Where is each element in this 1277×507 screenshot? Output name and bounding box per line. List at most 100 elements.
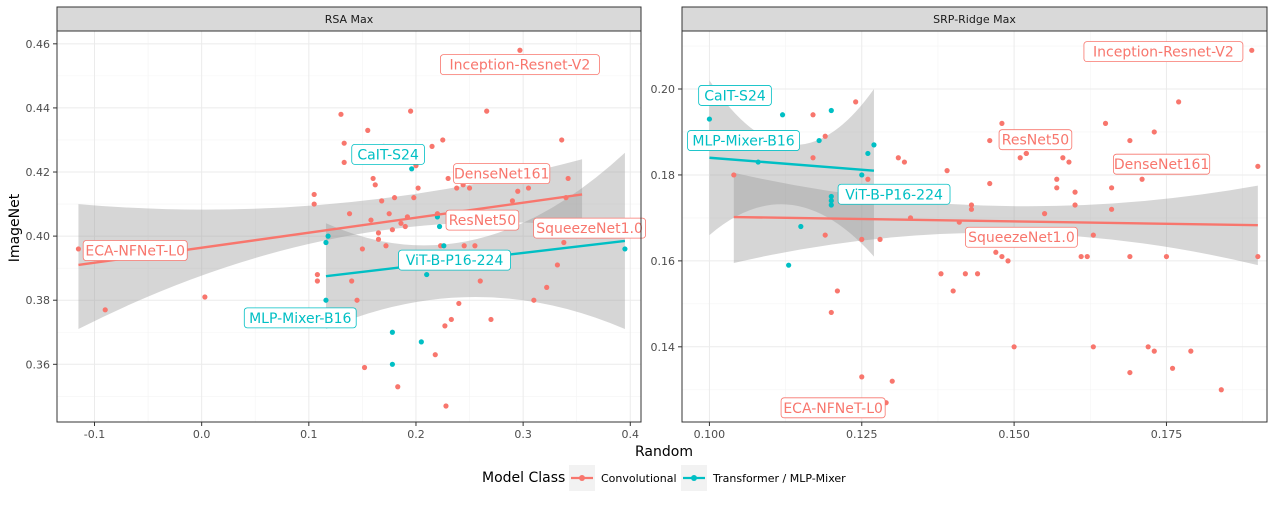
model-label-text: ViT-B-P16-224 (406, 253, 504, 269)
data-point (895, 155, 901, 161)
model-label-box (533, 217, 646, 239)
model-label: DenseNet161 (1113, 153, 1211, 175)
y-tick-label: 0.36 (26, 358, 51, 371)
data-point (323, 239, 329, 246)
data-point (544, 284, 550, 290)
data-point (442, 323, 448, 329)
data-point (354, 297, 360, 303)
data-point (323, 297, 329, 303)
data-point (375, 236, 382, 242)
data-point (1109, 185, 1115, 191)
model-label-box (440, 54, 600, 76)
data-point (1090, 344, 1096, 350)
data-point (1169, 365, 1176, 371)
data-point (531, 297, 537, 303)
data-point (375, 230, 382, 236)
data-point (1127, 253, 1133, 260)
y-axis-title: ImageNet (7, 193, 23, 262)
data-point (822, 133, 828, 139)
data-point (865, 150, 871, 157)
x-tick-label: 0.3 (514, 428, 532, 441)
facet-title: RSA Max (325, 13, 374, 26)
legend: Model Class Convolutional Transformer / … (482, 465, 846, 491)
confidence-ribbon-transformer (325, 152, 625, 330)
data-point (968, 202, 975, 208)
data-point (1084, 253, 1090, 260)
data-point (411, 195, 417, 201)
data-point (1072, 202, 1078, 208)
panel-2: SRP-Ridge Max Inception-Resnet-V2 ResNet50… (651, 6, 1268, 441)
x-tick-label: 0.150 (998, 428, 1030, 441)
model-label-box (398, 249, 511, 271)
data-point (361, 364, 368, 371)
data-point (1151, 348, 1157, 354)
y-tick-label: 0.18 (651, 169, 676, 182)
data-point (706, 116, 713, 122)
model-label: CaIT-S24 (698, 85, 772, 106)
data-point (779, 112, 786, 118)
legend-label-transformer: Transformer / MLP-Mixer (712, 472, 846, 485)
data-point (1249, 47, 1255, 53)
data-point (202, 294, 208, 300)
y-tick-label: 0.44 (26, 102, 51, 115)
facet-strip (56, 6, 642, 32)
model-label-box (998, 129, 1073, 151)
data-point (456, 300, 462, 307)
y-tick-label: 0.16 (651, 255, 676, 268)
model-label: Inception-Resnet-V2 (440, 54, 600, 76)
data-point (372, 182, 378, 188)
gridlines (57, 31, 641, 422)
data-point (828, 309, 834, 316)
data-point (509, 198, 516, 204)
data-point (822, 232, 828, 238)
data-point (1066, 159, 1072, 165)
data-point (1255, 253, 1261, 260)
series-transformer (323, 166, 628, 367)
model-label-text: DenseNet161 (1114, 157, 1209, 173)
data-point (1145, 344, 1151, 350)
model-label-box (1113, 153, 1211, 175)
data-point (325, 233, 331, 239)
data-point (359, 246, 365, 252)
x-tick-label: 0.2 (407, 428, 425, 441)
model-label: DenseNet161 (453, 163, 551, 185)
x-tick-label: 0.175 (1151, 428, 1183, 441)
data-point (1005, 258, 1011, 264)
data-point (311, 191, 317, 198)
data-point (370, 175, 376, 182)
data-point (443, 403, 449, 409)
confidence-ribbon-convolutional (78, 159, 583, 330)
model-label-text: DenseNet161 (454, 167, 549, 183)
model-label: SqueezeNet1.0 (965, 226, 1078, 248)
confidence-ribbon-transformer (709, 80, 874, 257)
data-point (810, 155, 816, 161)
facet-strip (681, 6, 1268, 32)
data-point (395, 384, 401, 390)
data-point (454, 185, 460, 191)
data-point (798, 223, 804, 230)
data-point (999, 253, 1005, 260)
data-point (999, 120, 1005, 126)
data-point (389, 329, 395, 335)
data-point (365, 127, 371, 133)
plot-background (682, 31, 1267, 422)
data-point (314, 271, 320, 278)
panel-1: RSA Max Inception-Resnet-V2 DenseNet161 Res… (26, 6, 646, 441)
data-point (346, 211, 353, 217)
model-label-text: CaIT-S24 (357, 147, 419, 163)
model-label: Inception-Resnet-V2 (1083, 41, 1244, 63)
data-point (1041, 211, 1048, 217)
data-point (379, 198, 385, 204)
model-label-text: SqueezeNet1.0 (968, 230, 1075, 246)
data-point (1078, 253, 1084, 260)
data-point (834, 288, 840, 294)
data-point (1072, 189, 1078, 195)
data-point (440, 137, 446, 143)
panel-border (56, 30, 642, 423)
data-point (314, 278, 320, 284)
data-point (987, 137, 993, 144)
data-point (1188, 348, 1194, 354)
data-point (408, 108, 414, 114)
